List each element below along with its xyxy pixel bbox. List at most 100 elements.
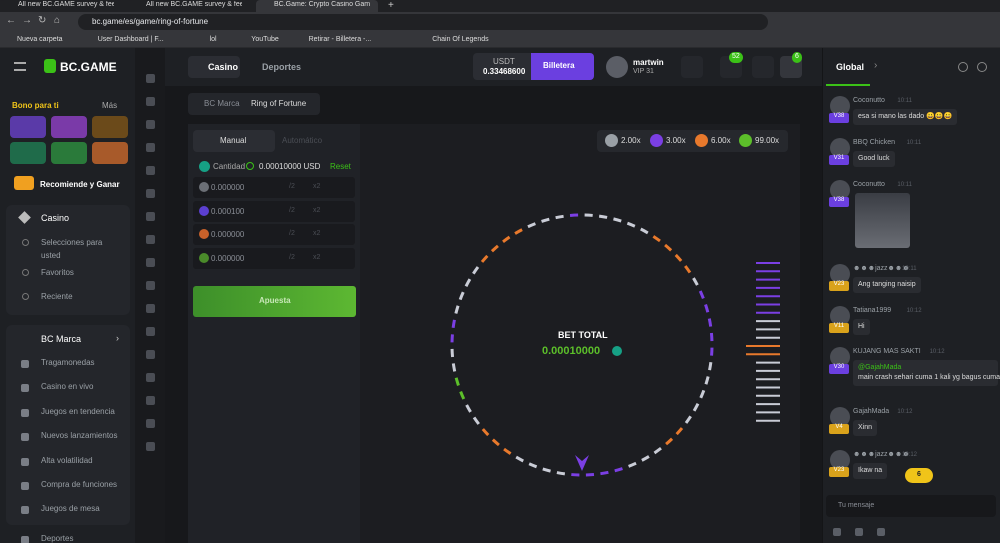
strip-icon[interactable] bbox=[146, 97, 155, 106]
ring-segment bbox=[674, 253, 683, 262]
new-tab[interactable]: + bbox=[388, 0, 394, 11]
mode-tab[interactable]: Manual bbox=[220, 136, 247, 145]
nav-button[interactable]: ⌂ bbox=[54, 15, 61, 26]
chat-text: Xinn bbox=[858, 424, 873, 431]
url-field[interactable]: bc.game/es/game/ring-of-fortune bbox=[78, 14, 768, 30]
bookmark[interactable]: YouTube bbox=[251, 36, 279, 43]
breadcrumb-link[interactable]: BC Marca bbox=[204, 99, 240, 108]
brand-link[interactable]: BC Marca bbox=[41, 334, 82, 344]
bet-row[interactable]: 0.000100/2 x2 bbox=[193, 200, 355, 222]
casino-link[interactable]: Casino bbox=[41, 213, 70, 223]
bet-button[interactable]: Apuesta bbox=[193, 286, 356, 317]
strip-icon[interactable] bbox=[146, 281, 155, 290]
bonus-tile[interactable] bbox=[51, 142, 87, 164]
refer-link[interactable]: Recomiende y Ganar bbox=[40, 180, 120, 189]
bookmark[interactable]: Nueva carpeta bbox=[17, 36, 63, 43]
wallet-button[interactable]: Billetera bbox=[531, 53, 594, 80]
bonus-tile[interactable] bbox=[92, 142, 128, 164]
double-button[interactable]: x2 bbox=[313, 183, 321, 190]
header-icon[interactable] bbox=[752, 56, 774, 78]
strip-icon[interactable] bbox=[146, 419, 155, 428]
bonus-tile[interactable] bbox=[10, 116, 46, 138]
bonus-tile[interactable] bbox=[51, 116, 87, 138]
ring-segment bbox=[465, 404, 472, 413]
nav-link[interactable]: Casino bbox=[208, 62, 239, 72]
strip-icon[interactable] bbox=[146, 212, 155, 221]
half-button[interactable]: /2 bbox=[289, 230, 295, 237]
bookmark[interactable]: User Dashboard | F... bbox=[97, 36, 164, 43]
strip-icon[interactable] bbox=[146, 350, 155, 359]
chat-icon[interactable] bbox=[958, 62, 968, 72]
chat-tool[interactable] bbox=[833, 528, 841, 536]
strip-icon[interactable] bbox=[146, 304, 155, 313]
bookmark[interactable]: lol bbox=[209, 36, 217, 43]
half-button[interactable]: /2 bbox=[289, 206, 295, 214]
strip-icon[interactable] bbox=[146, 442, 155, 451]
sidebar-link[interactable]: Deportes bbox=[41, 534, 74, 543]
sidebar-link[interactable]: Favoritos bbox=[41, 268, 74, 277]
unread-badge[interactable]: 6 bbox=[905, 468, 933, 483]
strip-icon[interactable] bbox=[146, 120, 155, 129]
bullet bbox=[22, 293, 29, 300]
double-button[interactable]: x2 bbox=[313, 230, 321, 237]
strip-icon[interactable] bbox=[146, 258, 155, 267]
chat-tool[interactable] bbox=[855, 528, 863, 536]
sidebar-link[interactable]: Reciente bbox=[41, 292, 73, 301]
ring-segment bbox=[684, 265, 692, 274]
strip-icon[interactable] bbox=[146, 189, 155, 198]
strip-icon[interactable] bbox=[146, 166, 155, 175]
strip-icon[interactable] bbox=[146, 74, 155, 83]
sidebar-link[interactable]: Juegos en tendencia bbox=[41, 406, 115, 416]
chat-tool[interactable] bbox=[877, 528, 885, 536]
sidebar-link[interactable]: Nuevos lanzamientos bbox=[41, 431, 118, 441]
nav-link[interactable]: Deportes bbox=[262, 62, 302, 72]
bullet bbox=[22, 239, 29, 246]
bookmark[interactable]: Retirar - Billetera -... bbox=[308, 36, 372, 43]
strip-icon[interactable] bbox=[146, 143, 155, 152]
strip-icon[interactable] bbox=[146, 327, 155, 336]
sidebar-link[interactable]: Selecciones para usted bbox=[41, 238, 103, 260]
bonus-tile[interactable] bbox=[10, 142, 46, 164]
strip-icon[interactable] bbox=[146, 235, 155, 244]
ring-segment bbox=[481, 428, 490, 437]
half-button[interactable]: /2 bbox=[289, 183, 295, 190]
browser-tab[interactable]: All new BC.GAME survey & feedback bbox=[0, 0, 122, 12]
nav-button[interactable]: → bbox=[22, 15, 32, 26]
bet-row[interactable]: 0.000000/2 x2 bbox=[193, 177, 355, 198]
sidebar-link[interactable]: Juegos de mesa bbox=[41, 504, 100, 514]
bullet bbox=[21, 482, 29, 490]
chat-tab[interactable]: Global bbox=[836, 62, 865, 72]
sidebar-link[interactable]: Tragamonedas bbox=[41, 358, 95, 367]
nav-button[interactable]: ↻ bbox=[38, 15, 47, 26]
chat-input[interactable]: Tu mensaje bbox=[826, 495, 996, 517]
chat-icon[interactable] bbox=[977, 62, 987, 72]
bonus-tile[interactable] bbox=[92, 116, 128, 138]
mention[interactable]: @GajahMada bbox=[858, 364, 902, 371]
bullet bbox=[21, 457, 29, 466]
chat-arrow[interactable]: › bbox=[874, 60, 878, 71]
bet-row[interactable]: 0.000000/2 x2 bbox=[193, 224, 355, 245]
double-button[interactable]: x2 bbox=[313, 253, 321, 261]
strip-icon[interactable] bbox=[146, 373, 155, 382]
nav-button[interactable]: ← bbox=[6, 15, 16, 26]
chat-image bbox=[855, 193, 910, 248]
bet-row[interactable]: 0.000000/2 x2 bbox=[193, 247, 355, 269]
sidebar-link[interactable]: Alta volatilidad bbox=[41, 455, 93, 465]
chat-text: Good luck bbox=[858, 155, 890, 162]
mode-tab[interactable]: Automático bbox=[282, 136, 323, 145]
ring-segment bbox=[704, 304, 710, 313]
browser-tab[interactable]: BC.Game: Crypto Casino Games & bbox=[256, 0, 378, 12]
browser-tab[interactable]: All new BC.GAME survey & feedback bbox=[128, 0, 250, 12]
more-link[interactable]: Más bbox=[102, 101, 118, 110]
header-icon[interactable] bbox=[681, 56, 703, 78]
bookmark[interactable]: Chain Of Legends bbox=[432, 36, 489, 43]
strip-icon[interactable] bbox=[146, 396, 155, 405]
sidebar-link[interactable]: Casino en vivo bbox=[41, 382, 94, 392]
sidebar-link[interactable]: Compra de funciones bbox=[41, 480, 118, 489]
reset-link[interactable]: Reset bbox=[330, 162, 351, 171]
badge: 52 bbox=[729, 52, 743, 63]
half-button[interactable]: /2 bbox=[289, 253, 295, 261]
double-button[interactable]: x2 bbox=[313, 206, 321, 214]
ring-segment bbox=[556, 471, 566, 476]
chat-avatar bbox=[830, 306, 850, 326]
